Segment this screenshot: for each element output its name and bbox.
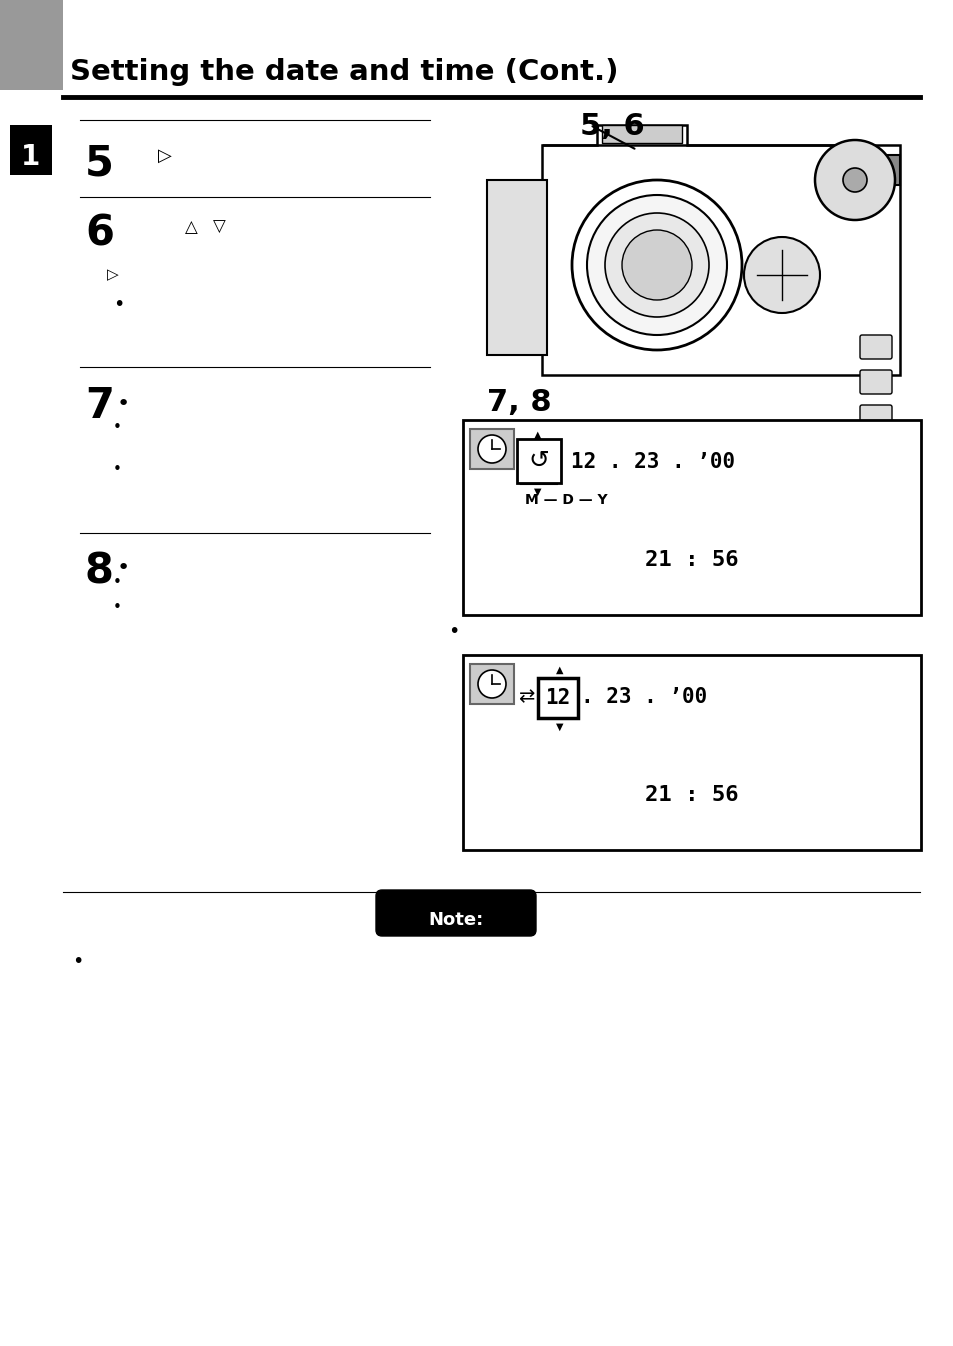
- Text: 1: 1: [21, 143, 41, 171]
- FancyBboxPatch shape: [601, 125, 681, 143]
- Text: •: •: [112, 575, 122, 590]
- Text: M — D — Y: M — D — Y: [524, 493, 607, 507]
- Text: 21 : 56: 21 : 56: [644, 551, 738, 569]
- Polygon shape: [486, 180, 546, 355]
- Text: ▼: ▼: [556, 721, 563, 732]
- Text: 6: 6: [85, 213, 113, 254]
- Text: •: •: [117, 559, 131, 577]
- Text: 12 . 23 . ’00: 12 . 23 . ’00: [571, 452, 735, 472]
- Polygon shape: [541, 145, 899, 376]
- Text: ▽: ▽: [213, 218, 226, 236]
- Text: ▷: ▷: [158, 147, 172, 166]
- Text: ⇄: ⇄: [517, 688, 534, 707]
- Circle shape: [586, 195, 726, 335]
- Polygon shape: [0, 0, 63, 90]
- Circle shape: [477, 670, 505, 699]
- Text: •: •: [117, 394, 131, 415]
- FancyBboxPatch shape: [859, 405, 891, 429]
- Text: ▼: ▼: [534, 487, 541, 497]
- Circle shape: [814, 140, 894, 219]
- Text: •: •: [112, 462, 122, 476]
- FancyBboxPatch shape: [375, 890, 536, 935]
- Text: Setting the date and time (Cont.): Setting the date and time (Cont.): [70, 58, 618, 86]
- FancyBboxPatch shape: [517, 439, 560, 483]
- Text: 7: 7: [85, 385, 113, 427]
- Circle shape: [743, 237, 820, 314]
- Text: 7, 8: 7, 8: [486, 388, 551, 417]
- Text: 5, 6: 5, 6: [579, 112, 644, 141]
- Text: •: •: [112, 600, 122, 615]
- Circle shape: [621, 230, 691, 300]
- FancyBboxPatch shape: [470, 429, 514, 468]
- Text: 5: 5: [85, 143, 113, 184]
- FancyBboxPatch shape: [844, 155, 899, 184]
- Text: •: •: [112, 295, 124, 314]
- FancyBboxPatch shape: [859, 370, 891, 394]
- FancyBboxPatch shape: [859, 335, 891, 359]
- Text: •: •: [71, 952, 83, 970]
- FancyBboxPatch shape: [470, 664, 514, 704]
- Circle shape: [477, 435, 505, 463]
- Circle shape: [842, 168, 866, 192]
- Text: ▲: ▲: [556, 665, 563, 674]
- Text: . 23 . ’00: . 23 . ’00: [580, 686, 706, 707]
- Text: 8: 8: [85, 551, 113, 592]
- Text: Note:: Note:: [428, 911, 483, 929]
- Text: ↺: ↺: [528, 450, 549, 472]
- FancyBboxPatch shape: [462, 420, 920, 615]
- FancyBboxPatch shape: [537, 678, 578, 717]
- Text: △: △: [185, 218, 197, 236]
- Text: 12: 12: [545, 688, 570, 708]
- Text: •: •: [112, 420, 122, 435]
- FancyBboxPatch shape: [10, 125, 52, 175]
- Text: ▷: ▷: [107, 267, 118, 283]
- Text: ▲: ▲: [534, 429, 541, 440]
- Text: 21 : 56: 21 : 56: [644, 785, 738, 805]
- Text: •: •: [448, 622, 459, 641]
- Circle shape: [572, 180, 741, 350]
- FancyBboxPatch shape: [462, 656, 920, 851]
- Circle shape: [604, 213, 708, 318]
